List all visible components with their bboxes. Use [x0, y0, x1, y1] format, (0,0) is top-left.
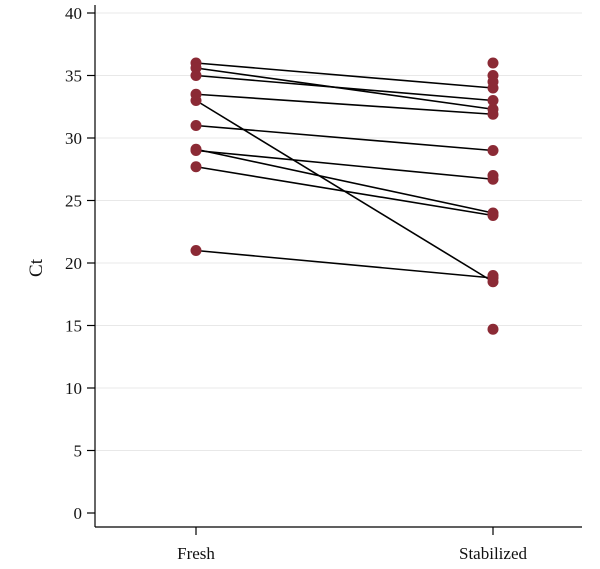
x-tick-label: Stabilized: [459, 544, 527, 563]
y-tick-label: 10: [65, 379, 82, 398]
pair-line: [195, 165, 494, 217]
pair-line: [195, 148, 494, 214]
y-tick-label: 30: [65, 129, 82, 148]
fresh-point: [190, 70, 202, 81]
pair-line: [195, 74, 494, 102]
pair-line: [195, 249, 494, 279]
data-points: [190, 57, 499, 335]
stabilized-point: [487, 76, 499, 88]
fresh-point: [190, 145, 202, 156]
y-tick-label: 15: [65, 317, 82, 336]
pair-lines: [195, 62, 494, 283]
y-ticks: 0 5 10 15 20 25 30 35 40: [65, 4, 95, 523]
y-tick-label: 35: [65, 67, 82, 86]
y-tick-label: 40: [65, 4, 82, 23]
stabilized-point: [487, 210, 499, 221]
gridlines: [95, 12, 582, 451]
x-ticks: Fresh Stabilized: [177, 527, 527, 563]
fresh-point: [190, 120, 202, 131]
y-axis-title: Ct: [26, 258, 47, 277]
stabilized-point: [487, 95, 499, 106]
y-tick-label: 20: [65, 254, 82, 273]
stabilized-point: [487, 170, 499, 181]
pair-line: [195, 124, 494, 152]
pair-line: [195, 62, 494, 89]
stabilized-point: [487, 270, 499, 281]
stabilized-point: [487, 57, 499, 69]
y-tick-label: 0: [74, 504, 83, 523]
fresh-point: [190, 161, 202, 173]
x-tick-label: Fresh: [177, 544, 215, 563]
fresh-point: [190, 245, 202, 256]
fresh-point: [190, 95, 202, 106]
stabilized-point: [487, 323, 499, 335]
y-tick-label: 25: [65, 192, 82, 211]
y-tick-label: 5: [74, 442, 83, 461]
stabilized-point: [487, 108, 499, 120]
pair-line: [195, 149, 494, 181]
axes: [94, 5, 582, 528]
pair-line: [195, 93, 494, 116]
stabilized-point: [487, 145, 499, 156]
